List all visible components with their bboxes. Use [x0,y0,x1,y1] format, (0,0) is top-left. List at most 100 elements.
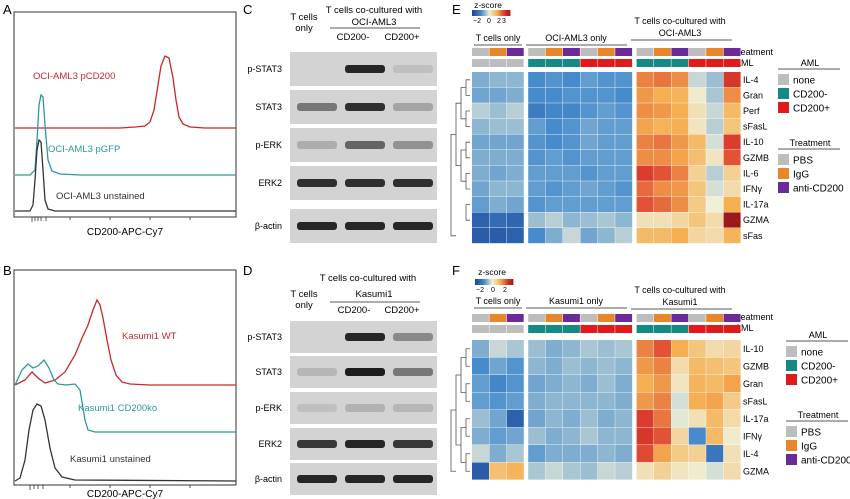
heatmap-cell [489,410,507,428]
heatmap-cell [580,427,598,445]
heatmap-cell [706,410,724,428]
heatmap-cell [671,150,689,166]
legend-aml-swatch [786,360,797,371]
heatmap-cell [615,410,633,428]
heatmap-cell [723,103,741,119]
heatmap-cell [545,340,563,358]
heatmap-cell [528,87,546,103]
zscore-swatch [496,10,498,16]
heatmap-cell [506,181,524,197]
zscore-swatch [500,279,502,285]
heatmap-cell [472,392,489,410]
panel-a-histogram-red [15,55,236,129]
blot-band [297,103,337,111]
heatmap-cell [563,72,580,88]
aml-cell [472,59,489,67]
legend-aml-item: CD200+ [801,376,838,387]
heatmap-cell [545,410,563,428]
heatmap-cell [615,181,633,197]
treatment-cell [654,48,671,56]
heatmap-cell [597,134,615,150]
heatmap-cell [545,72,563,88]
zscore-swatch [488,279,491,285]
zscore-swatch [483,10,486,16]
zscore-swatch [482,279,485,285]
legend-aml-swatch [778,88,789,99]
heatmap-cell [723,181,741,197]
heatmap-cell [563,375,580,393]
legend-aml-swatch [786,374,797,385]
panel-e-tick-1: 0 [487,18,491,25]
heatmap-cell [723,165,741,181]
heatmap-cell [615,165,633,181]
zscore-swatch [502,10,505,16]
heatmap-cell [615,340,633,358]
heatmap-cell [688,228,706,244]
blot-row-4: β-actin [255,209,437,243]
panel-a: A OCI-AML3 pCD200 OCI-AML3 pGFP OCI-AML3… [3,2,237,238]
zscore-swatch [480,10,483,16]
legend-aml-title: AML [801,58,820,68]
heatmap-cell [688,410,706,428]
panel-b-histogram-red [14,298,236,386]
legend-f: AML none CD200- CD200+ Treatment PBS IgG anti-C… [786,330,850,467]
heatmap-cell [706,118,724,134]
treatment-cell [563,314,580,322]
heatmap-cell [723,228,741,244]
blot-band [393,103,433,111]
heatmap-cell [528,410,546,428]
heatmap-cell [545,87,563,103]
panel-c-letter: C [243,2,252,17]
heatmap-cell [489,375,507,393]
gene-label: IL-6 [743,168,759,178]
blot-row-0: p-STAT3 [247,321,437,353]
panel-b-label-teal: Kasumi1 CD200ko [78,403,157,414]
heatmap-cell [671,118,689,134]
zscore-swatch [478,10,480,16]
heatmap-cell [472,357,489,375]
heatmap-cell [723,212,741,228]
heatmap-cell [545,445,563,463]
zscore-swatch [486,279,489,285]
treatment-cell [489,314,507,322]
gene-label: IFNγ [743,184,762,194]
heatmap-cell [580,212,598,228]
heatmap-cell [688,392,706,410]
gene-label: IL-10 [743,344,764,354]
heatmap-cell [636,357,654,375]
heatmap-cell [545,103,563,119]
heatmap-cell [528,445,546,463]
zscore-swatch [485,10,488,16]
aml-cell [671,59,689,67]
heatmap-cell [636,445,654,463]
panel-f-heatmap: IL-10 GZMB Gran sFasL IL-17a IFNγ IL-4 GZMA [472,314,769,480]
zscore-swatch [494,10,497,16]
heatmap-cell [706,103,724,119]
zscore-swatch [499,279,501,285]
blot-band [393,475,433,483]
aml-cell [688,59,706,67]
heatmap-cell [597,72,615,88]
blot-label: p-ERK [255,140,282,150]
zscore-swatch [478,279,481,285]
legend-aml-swatch [786,346,797,357]
blot-band [345,475,385,483]
gene-label: IFNγ [743,431,762,441]
heatmap-cell [580,392,598,410]
heatmap-cell [580,118,598,134]
panel-c-lane2: CD200- [337,32,370,43]
treatment-cell [597,48,615,56]
heatmap-cell [563,196,580,212]
heatmap-cell [671,134,689,150]
zscore-swatch [477,279,480,285]
aml-cell [489,325,507,333]
heatmap-cell [597,375,615,393]
heatmap-cell [563,165,580,181]
zscore-swatch [507,279,510,285]
heatmap-cell [528,196,546,212]
heatmap-cell [723,427,741,445]
heatmap-cell [472,196,489,212]
heatmap-cell [545,196,563,212]
heatmap-cell [636,72,654,88]
blot-band [297,404,337,412]
